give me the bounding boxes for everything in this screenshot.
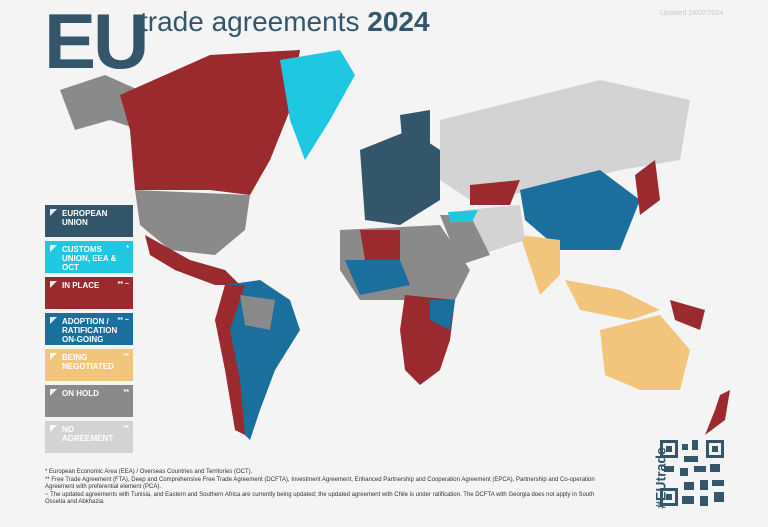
- legend-item: IN PLACE ** ~: [45, 277, 133, 309]
- legend-marker: *: [126, 245, 129, 252]
- legend-marker: ** ~: [117, 317, 129, 324]
- legend-marker: **: [123, 425, 129, 432]
- legend-label: ON HOLD: [62, 389, 99, 398]
- qr-code: [660, 440, 724, 506]
- legend-label: BEING NEGOTIATED: [62, 353, 114, 371]
- legend-marker: ** ~: [117, 281, 129, 288]
- legend-item: ADOPTION / RATIFICATION ON-GOING ** ~: [45, 313, 133, 345]
- legend-label: NO AGREEMENT: [62, 425, 114, 443]
- legend-item: BEING NEGOTIATED **: [45, 349, 133, 381]
- footnotes: * European Economic Area (EEA) / Oversea…: [45, 469, 615, 507]
- footnote: ** Free Trade Agreement (FTA), Deep and …: [45, 476, 595, 491]
- legend-marker: **: [123, 389, 129, 396]
- legend-item: ON HOLD **: [45, 385, 133, 417]
- updated-date: Updated 24/07/2024: [660, 10, 724, 17]
- hashtag: #EUtrade: [652, 447, 669, 509]
- legend-item: EUROPEAN UNION: [45, 205, 133, 237]
- title-year: 2024: [367, 6, 430, 37]
- legend-item: NO AGREEMENT **: [45, 421, 133, 453]
- legend-label: CUSTOMS UNION, EEA & OCT: [62, 245, 117, 272]
- legend: EUROPEAN UNION CUSTOMS UNION, EEA & OCT * I…: [45, 205, 133, 457]
- footnote: * European Economic Area (EEA) / Oversea…: [45, 469, 253, 475]
- legend-label: IN PLACE: [62, 281, 100, 290]
- title-text: trade agreements: [140, 6, 360, 37]
- title: trade agreements 2024: [140, 6, 430, 38]
- legend-label: EUROPEAN UNION: [62, 209, 108, 227]
- legend-label: ADOPTION / RATIFICATION ON-GOING: [62, 317, 118, 344]
- legend-item: CUSTOMS UNION, EEA & OCT *: [45, 241, 133, 273]
- footnote: ~ The updated agreements with Tunisia, a…: [45, 491, 595, 506]
- legend-marker: **: [123, 353, 129, 360]
- logo: EU: [44, 0, 149, 85]
